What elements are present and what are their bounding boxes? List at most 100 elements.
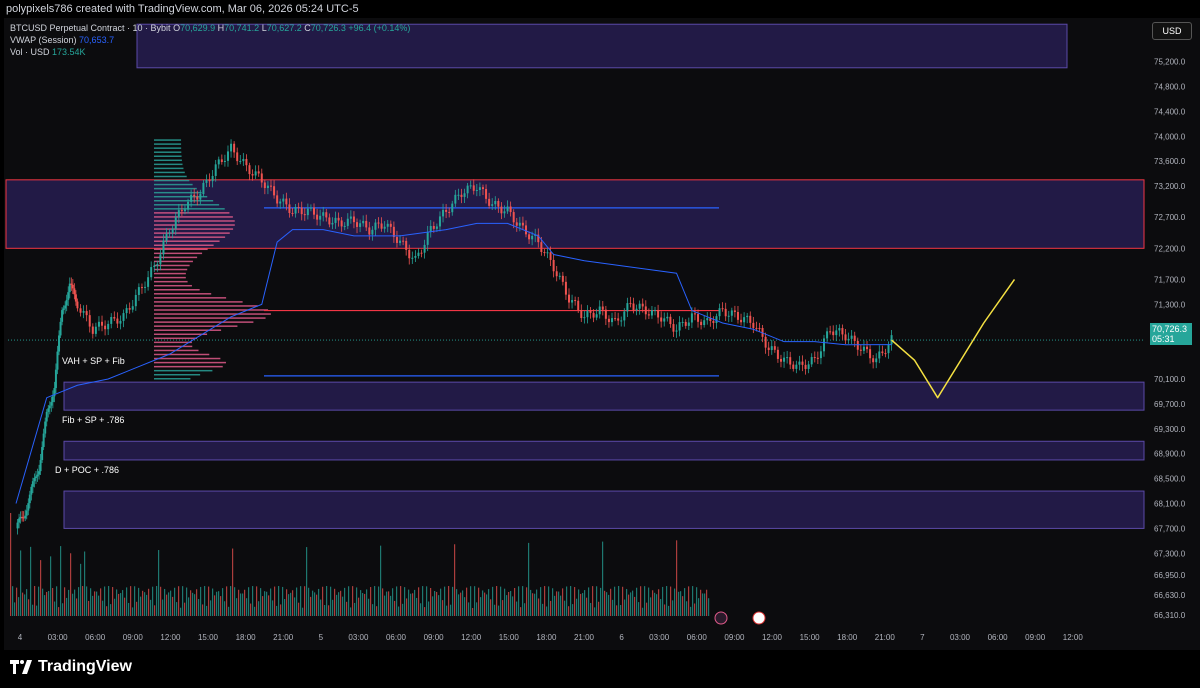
candle-body bbox=[604, 309, 607, 319]
volume-bar bbox=[264, 591, 266, 616]
candle-body bbox=[128, 308, 131, 310]
price-tick-label: 68,100.0 bbox=[1154, 500, 1186, 509]
candle-body bbox=[678, 322, 681, 331]
candle-body bbox=[414, 255, 417, 258]
candle-body bbox=[654, 309, 657, 311]
candle-body bbox=[214, 164, 217, 176]
candle-body bbox=[38, 471, 41, 475]
currency-button[interactable]: USD bbox=[1152, 22, 1192, 40]
volume-bar bbox=[558, 591, 560, 616]
candle-body bbox=[74, 294, 77, 302]
volume-profile-bar bbox=[154, 187, 197, 190]
candle-body bbox=[365, 220, 368, 228]
volume-bar bbox=[666, 586, 668, 616]
volume-bar bbox=[390, 595, 392, 616]
volume-bar bbox=[546, 606, 548, 616]
candle-body bbox=[795, 364, 798, 369]
volume-bar bbox=[402, 603, 404, 616]
volume-bar bbox=[704, 593, 706, 616]
volume-bar bbox=[698, 598, 700, 616]
volume-profile-bar bbox=[154, 143, 182, 145]
time-tick-label: 03:00 bbox=[649, 633, 670, 642]
volume-bar bbox=[308, 587, 310, 616]
volume-profile-bar bbox=[154, 301, 243, 303]
volume-bar bbox=[602, 541, 604, 616]
candle-body bbox=[819, 351, 822, 359]
chart-area[interactable]: 75,200.0 74,800.0 74,400.0 74,000.0 73,600.0… bbox=[4, 18, 1200, 650]
volume-bar bbox=[494, 604, 496, 616]
candle-body bbox=[515, 222, 518, 226]
candle-body bbox=[623, 311, 626, 321]
vwap-row[interactable]: VWAP (Session) 70,653.7 bbox=[10, 34, 410, 46]
candle-body bbox=[269, 185, 272, 187]
volume-profile-bar bbox=[154, 200, 214, 202]
candle-body bbox=[798, 361, 801, 365]
volume-row[interactable]: Vol · USD 173.54K bbox=[10, 46, 410, 58]
symbol-title[interactable]: BTCUSD Perpetual Contract · 10 · Bybit bbox=[10, 23, 171, 33]
volume-bar bbox=[132, 607, 134, 616]
price-chart[interactable]: 75,200.0 74,800.0 74,400.0 74,000.0 73,600.0… bbox=[4, 18, 1200, 650]
volume-bar bbox=[18, 597, 20, 616]
time-tick-label: 03:00 bbox=[348, 633, 369, 642]
volume-bar bbox=[542, 603, 544, 616]
tradingview-logo[interactable]: TradingView bbox=[10, 658, 132, 676]
projection-line bbox=[891, 278, 1016, 399]
volume-bar bbox=[206, 605, 208, 616]
candle-body bbox=[435, 226, 438, 229]
candle-body bbox=[832, 331, 835, 336]
candle-body bbox=[116, 318, 119, 324]
volume-bar bbox=[40, 560, 42, 616]
volume-bar bbox=[646, 602, 648, 616]
volume-profile-bar bbox=[154, 317, 266, 319]
volume-bar bbox=[486, 594, 488, 616]
time-tick-label: 21:00 bbox=[273, 633, 294, 642]
candle-body bbox=[79, 308, 82, 313]
volume-bar bbox=[182, 586, 184, 616]
candle-body bbox=[110, 316, 113, 324]
volume-bar bbox=[98, 595, 100, 616]
zone-label-vah: VAH + SP + Fib bbox=[62, 356, 125, 366]
volume-bar bbox=[246, 598, 248, 616]
candle-body bbox=[279, 201, 282, 204]
volume-bar bbox=[200, 586, 202, 616]
volume-bar bbox=[72, 593, 74, 616]
candle-body bbox=[386, 223, 389, 227]
candle-body bbox=[684, 321, 687, 326]
candle-body bbox=[509, 206, 512, 213]
us-flag-icon bbox=[752, 611, 766, 625]
volume-bar bbox=[598, 601, 600, 616]
candle-body bbox=[156, 264, 159, 266]
volume-profile-bar bbox=[154, 373, 201, 376]
candle-body bbox=[647, 314, 650, 316]
candle-body bbox=[383, 226, 386, 229]
candle-body bbox=[187, 201, 190, 210]
volume-bar bbox=[184, 602, 186, 616]
candle-body bbox=[472, 185, 475, 191]
volume-bar bbox=[658, 589, 660, 616]
candle-body bbox=[583, 317, 586, 319]
volume-profile-bar bbox=[154, 163, 183, 166]
volume-bar bbox=[252, 586, 254, 616]
candle-body bbox=[697, 314, 700, 322]
candle-body bbox=[223, 160, 226, 162]
candle-body bbox=[601, 306, 604, 310]
candle-body bbox=[500, 206, 503, 214]
volume-bar bbox=[64, 587, 66, 616]
volume-bar bbox=[616, 605, 618, 616]
price-tick-label: 66,310.0 bbox=[1154, 611, 1186, 620]
candle-body bbox=[371, 229, 374, 235]
zone-box bbox=[5, 179, 1145, 249]
volume-bar bbox=[694, 603, 696, 616]
candle-body bbox=[607, 318, 610, 323]
volume-bar bbox=[150, 599, 152, 616]
volume-bar bbox=[176, 602, 178, 616]
candle-body bbox=[690, 313, 693, 323]
candle-body bbox=[629, 303, 632, 305]
candle-body bbox=[165, 233, 168, 241]
volume-bar bbox=[702, 593, 704, 616]
volume-bar bbox=[334, 588, 336, 616]
volume-bar bbox=[300, 586, 302, 616]
time-tick-label: 12:00 bbox=[160, 633, 181, 642]
volume-profile-bar bbox=[154, 260, 193, 263]
